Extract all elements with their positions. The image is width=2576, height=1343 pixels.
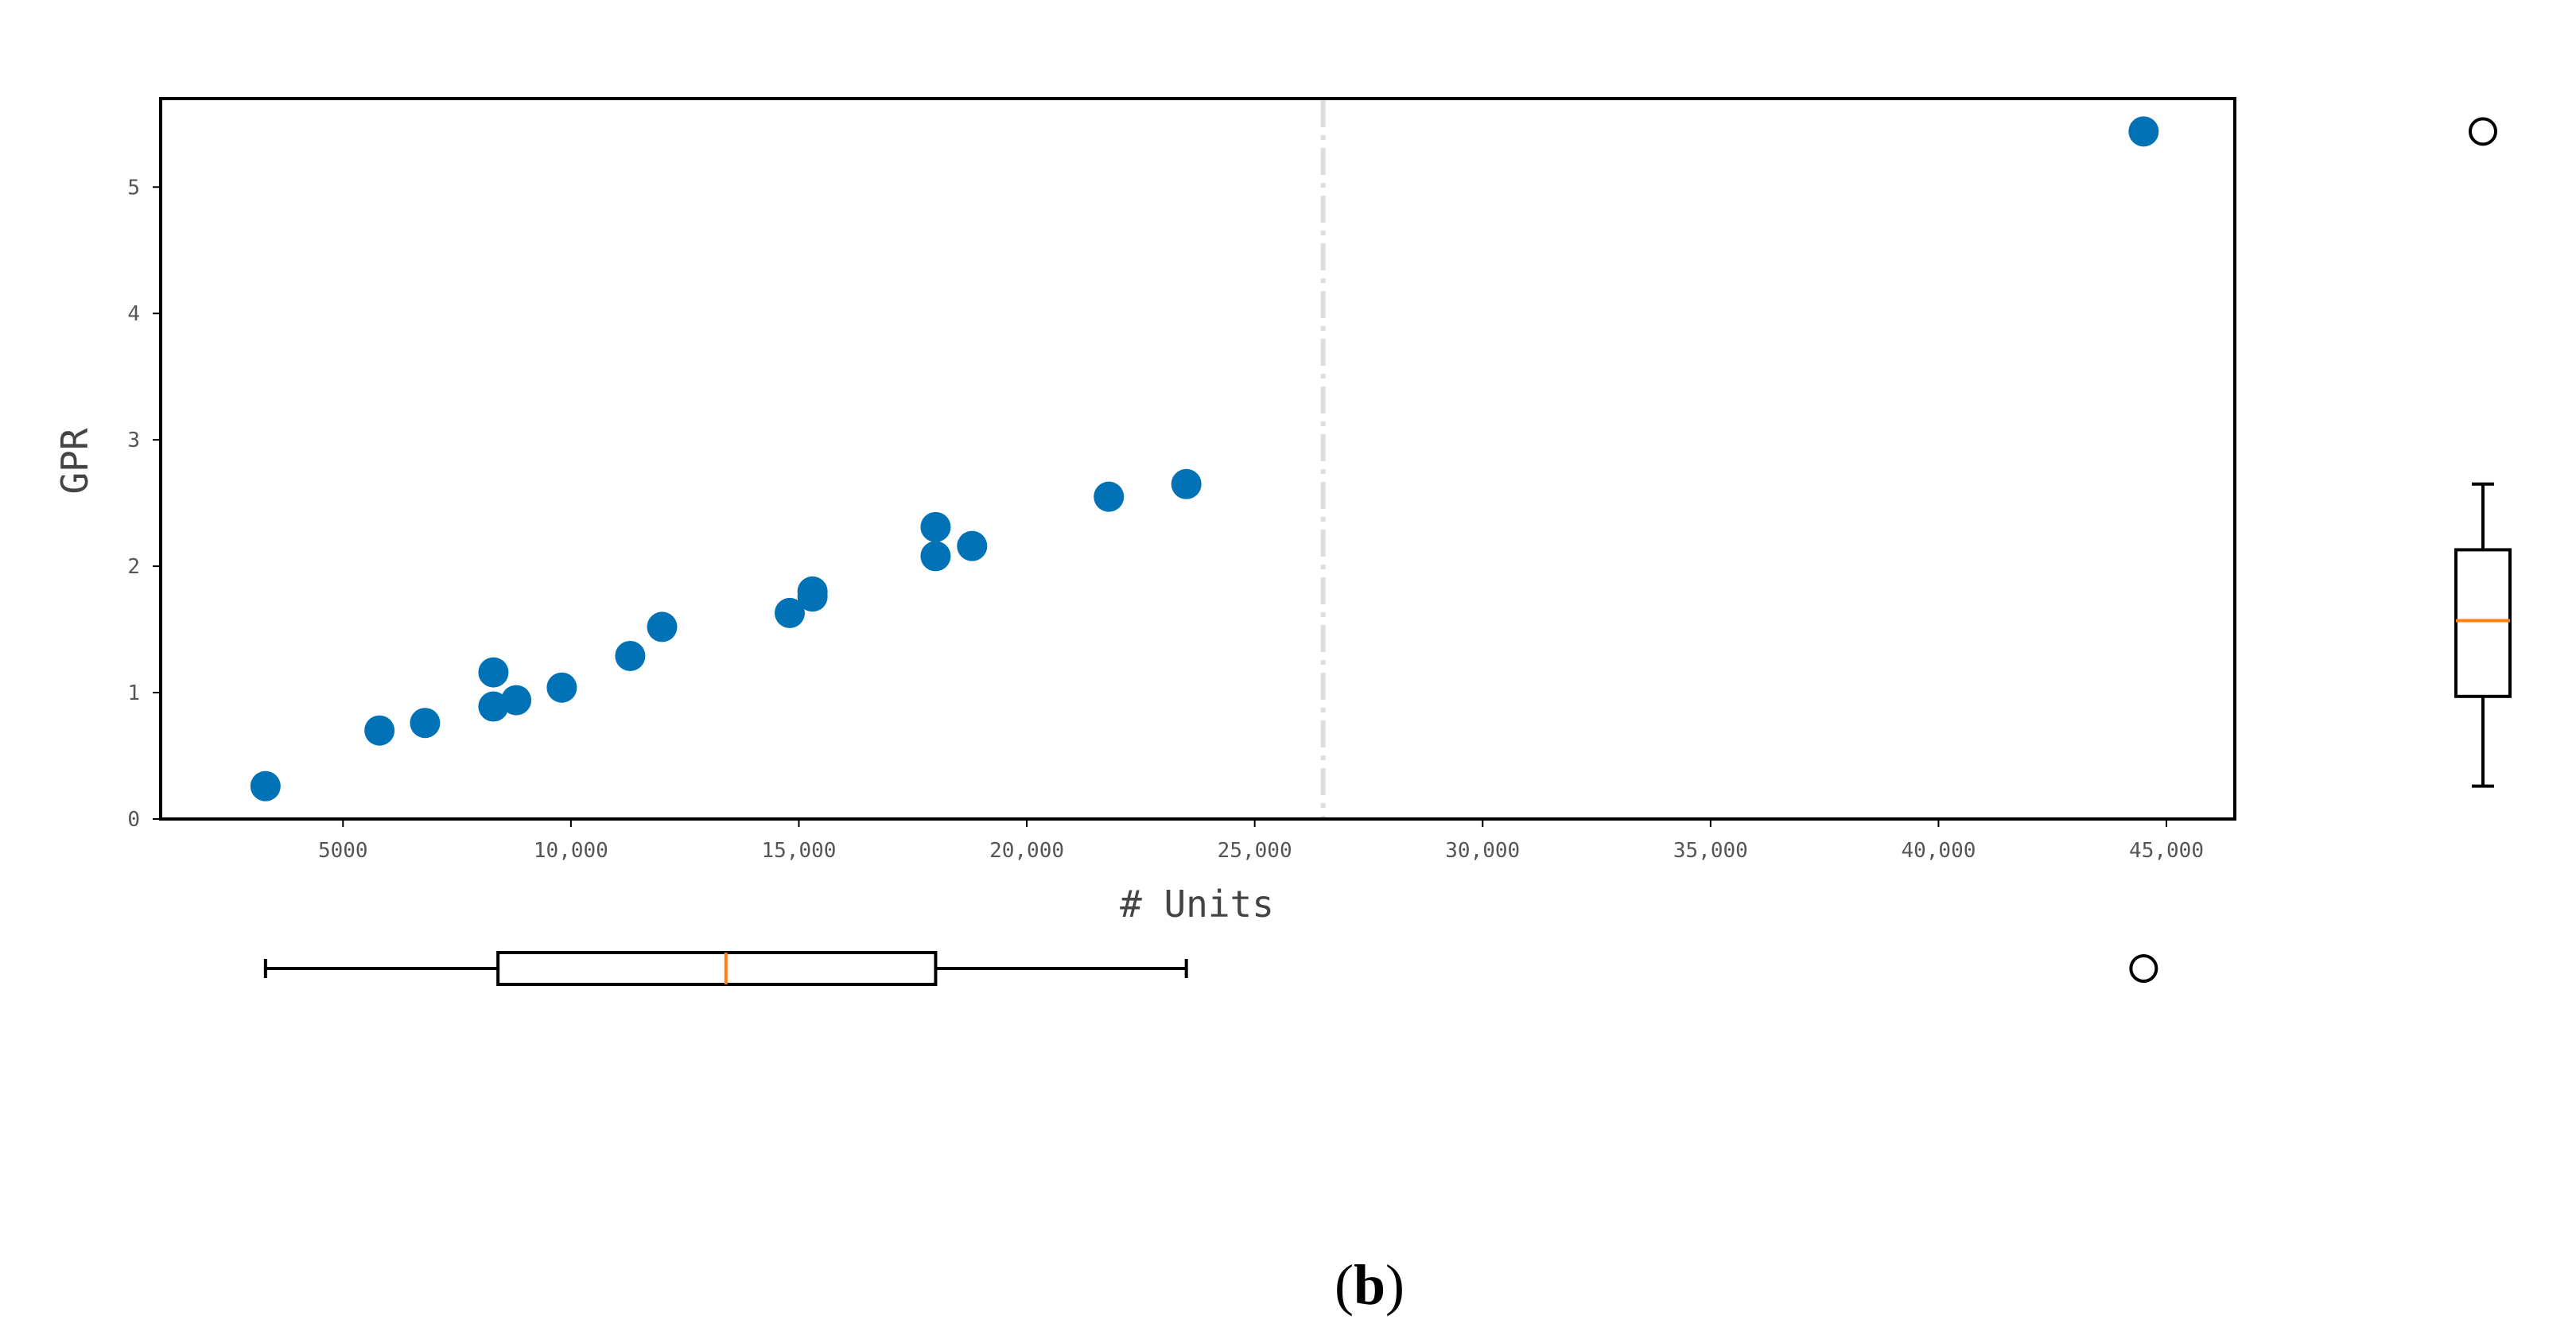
y-axis-ticks: 0 1 2 3 4 5: [127, 176, 161, 832]
panel-label-open: (: [1335, 1253, 1354, 1317]
x-tick-label: 45,000: [2129, 839, 2204, 863]
x-tick-label: 25,000: [1218, 839, 1292, 863]
x-tick-label: 20,000: [989, 839, 1064, 863]
y-axis-label: GPR: [53, 428, 96, 494]
y-tick-label: 5: [127, 176, 140, 200]
data-point: [250, 770, 281, 802]
data-point: [920, 511, 951, 542]
data-point: [797, 576, 828, 607]
data-point: [1094, 481, 1125, 512]
data-point: [2128, 116, 2159, 147]
data-point: [647, 611, 678, 642]
x-tick-label: 30,000: [1445, 839, 1520, 863]
x-tick-label: 15,000: [762, 839, 837, 863]
data-point: [501, 685, 532, 716]
x-tick-label: 10,000: [534, 839, 608, 863]
panel-label-close: ): [1385, 1253, 1405, 1317]
data-point: [774, 597, 805, 628]
data-point: [920, 541, 951, 572]
data-points-layer: [250, 116, 2159, 802]
x-tick-label: 35,000: [1673, 839, 1748, 863]
x-box-outlier: [2129, 954, 2158, 983]
data-point: [364, 715, 395, 746]
x-box-body: [496, 951, 938, 986]
data-point: [615, 640, 646, 671]
x-axis-ticks: 5000 10,000 15,000 20,000 25,000 30,000 35,000…: [318, 819, 2204, 863]
data-point: [478, 691, 509, 722]
y-tick-label: 4: [127, 302, 140, 326]
data-point: [546, 672, 577, 703]
data-point: [478, 657, 509, 688]
y-tick-label: 2: [127, 555, 140, 579]
x-tick-label: 5000: [318, 839, 368, 863]
panel-label-letter: b: [1354, 1253, 1385, 1317]
y-box-outlier: [2469, 117, 2497, 146]
data-point: [410, 708, 441, 739]
plot-frame: [159, 97, 2236, 821]
x-axis-label: # Units: [1120, 883, 1274, 926]
x-tick-label: 40,000: [1901, 839, 1976, 863]
y-tick-label: 3: [127, 429, 140, 452]
panel-label: (b): [1335, 1253, 1405, 1317]
y-tick-label: 0: [127, 808, 140, 832]
data-point: [1171, 468, 1202, 499]
axes-layer: [159, 97, 2236, 821]
y-box-body: [2454, 548, 2512, 698]
y-tick-label: 1: [127, 681, 140, 705]
y-boxplot: [2454, 117, 2512, 788]
x-boxplot: [263, 951, 2158, 986]
data-point: [957, 530, 988, 561]
